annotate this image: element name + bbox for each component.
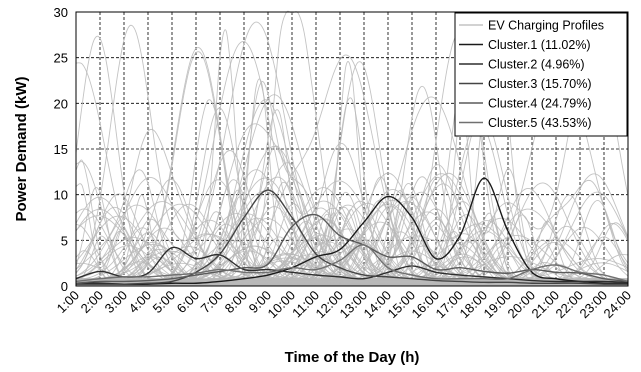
legend-box [454, 12, 628, 137]
legend-label: Cluster.5 (43.53%) [488, 116, 592, 130]
legend-title: EV Charging Profiles [488, 19, 604, 33]
grid [76, 12, 628, 286]
legend-entries: Cluster.1 (11.02%) Cluster.2 (4.96%) Clust… [459, 38, 592, 130]
legend-label: Cluster.2 (4.96%) [488, 58, 585, 72]
cluster-line-5 [75, 244, 629, 283]
legend-entry: Cluster.5 (43.53%) [459, 116, 592, 130]
cluster-lines [75, 177, 629, 285]
y-tick-label: 25 [54, 51, 68, 66]
ev-profile-line [76, 265, 628, 286]
cluster-line-2 [75, 246, 629, 284]
ev-profile-line [76, 193, 628, 286]
legend-entry: Cluster.4 (24.79%) [459, 97, 592, 111]
plot-frame [75, 11, 629, 287]
ev-profile-line [76, 220, 628, 282]
legend-label: Cluster.4 (24.79%) [488, 97, 592, 111]
legend-label: Cluster.1 (11.02%) [488, 38, 591, 52]
legend-label: Cluster.3 (15.70%) [488, 77, 592, 91]
legend: EV Charging Profiles Cluster.1 (11.02%)C… [454, 12, 628, 137]
y-tick-label: 5 [61, 233, 68, 248]
y-tick-label: 0 [61, 279, 68, 294]
legend-entry: Cluster.3 (15.70%) [459, 77, 592, 91]
y-tick-labels: 0 5 10 15 20 25 30 [54, 5, 68, 294]
y-tick-label: 10 [54, 188, 68, 203]
cluster-line-3 [76, 189, 629, 285]
ev-profile-line [76, 51, 628, 280]
cluster-line-1 [75, 177, 629, 285]
legend-entry: Cluster.2 (4.96%) [459, 58, 585, 72]
legend-entry: Cluster.1 (11.02%) [459, 38, 591, 52]
legend-title-row: EV Charging Profiles [459, 19, 604, 33]
y-axis-title: Power Demand (kW) [13, 76, 30, 221]
y-tick-label: 15 [54, 142, 68, 157]
x-axis-title: Time of the Day (h) [285, 349, 420, 366]
y-tick-label: 20 [54, 96, 68, 111]
y-tick-label: 30 [54, 5, 68, 20]
